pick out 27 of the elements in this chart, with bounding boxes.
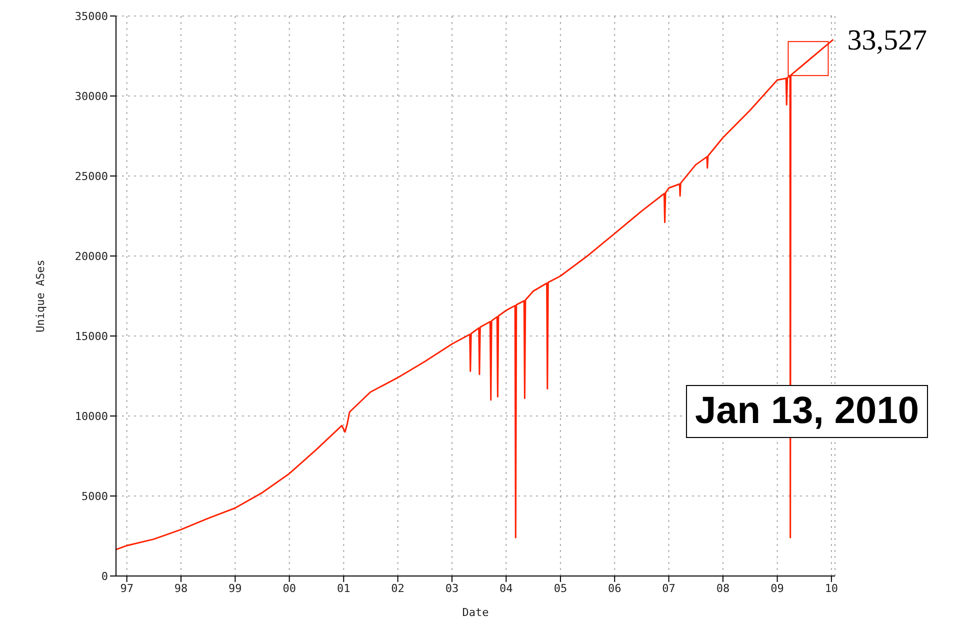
x-axis-title: Date bbox=[462, 606, 489, 619]
y-tick-label: 25000 bbox=[74, 170, 108, 183]
y-tick-label: 15000 bbox=[74, 330, 108, 343]
y-tick-label: 35000 bbox=[74, 10, 108, 23]
x-tick-label: 07 bbox=[662, 582, 676, 595]
y-tick-label: 5000 bbox=[82, 490, 108, 503]
x-tick-label: 08 bbox=[716, 582, 730, 595]
x-tick-label: 98 bbox=[174, 582, 188, 595]
x-tick-label: 99 bbox=[228, 582, 242, 595]
annotation: Jan 13, 2010 bbox=[686, 385, 928, 438]
x-tick-label: 01 bbox=[337, 582, 350, 595]
y-tick-label: 20000 bbox=[74, 250, 108, 263]
y-tick-label: 10000 bbox=[74, 410, 108, 423]
x-tick-label: 97 bbox=[120, 582, 134, 595]
x-tick-label: 09 bbox=[770, 582, 784, 595]
x-tick-label: 10 bbox=[824, 582, 838, 595]
annotation: 33,527 bbox=[847, 24, 927, 57]
x-tick-label: 05 bbox=[554, 582, 568, 595]
x-tick-label: 03 bbox=[445, 582, 459, 595]
line-series bbox=[116, 38, 834, 550]
x-tick-label: 04 bbox=[500, 582, 514, 595]
y-tick-label: 0 bbox=[101, 570, 108, 583]
y-axis-title: Unique ASes bbox=[34, 260, 47, 332]
x-tick-label: 02 bbox=[391, 582, 404, 595]
x-tick-label: 06 bbox=[608, 582, 622, 595]
y-tick-label: 30000 bbox=[74, 90, 108, 103]
x-tick-label: 00 bbox=[282, 582, 296, 595]
